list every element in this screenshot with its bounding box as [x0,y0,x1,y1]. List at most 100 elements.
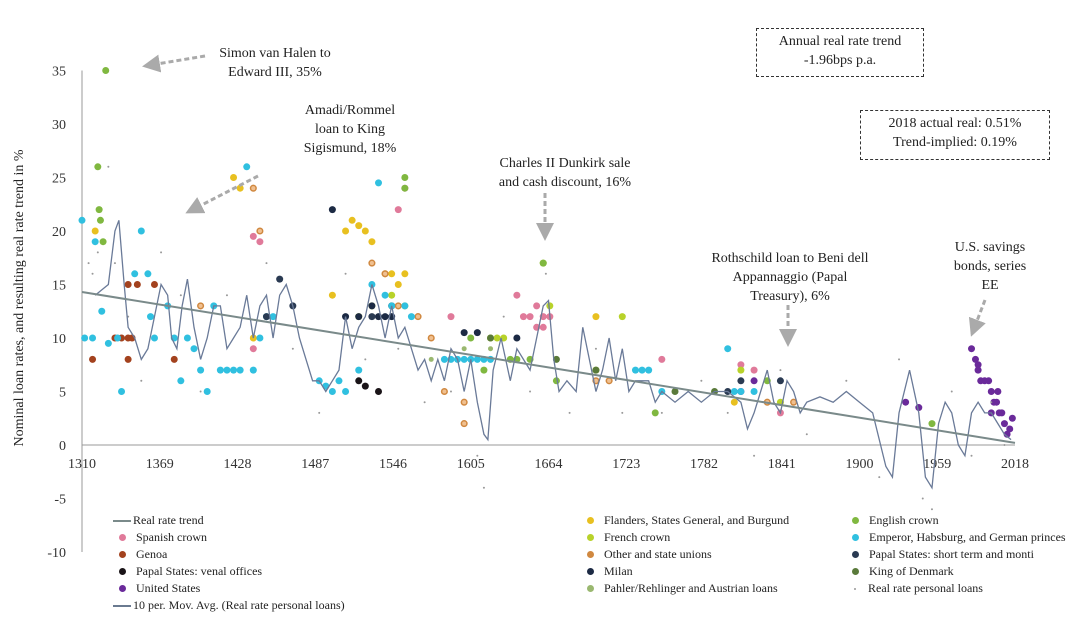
actual-real-box: 2018 actual real: 0.51% Trend-implied: 0.… [860,110,1050,160]
legend-item: Pahler/Rehlinger and Austrian loans [581,581,778,596]
data-point [488,346,494,352]
y-tick-label: 0 [59,439,66,454]
legend-line-swatch [113,519,131,522]
data-point [460,329,468,337]
data-point [878,476,881,479]
data-point [375,179,383,187]
data-point [291,347,294,350]
x-tick-label: 1310 [68,457,96,472]
legend-item: English crown [846,513,939,528]
legend-item: Flanders, States General, and Burgund [581,513,789,528]
data-point [401,184,409,192]
data-point [160,251,163,254]
legend-dot-swatch [587,585,594,592]
data-point [150,281,158,288]
data-point [91,227,99,235]
y-tick-label: 35 [52,65,66,80]
x-tick-label: 1782 [690,457,718,472]
data-point [473,329,481,337]
data-point [730,388,738,395]
data-point [950,390,953,393]
data-point [102,67,110,74]
data-point [96,216,104,224]
data-point [355,313,363,321]
legend-dot-swatch [119,551,126,558]
x-tick-label: 1546 [379,457,407,472]
data-point [519,313,527,321]
data-point [230,366,238,374]
data-point [368,313,376,321]
data-point [998,409,1006,417]
annotation-arrow [142,54,206,73]
data-point [170,355,178,363]
data-point [1000,420,1008,428]
data-point [730,398,738,406]
y-tick-label: -5 [54,493,66,508]
data-point [660,411,663,414]
annotation-arrow [185,174,259,214]
legend-label: French crown [604,530,671,544]
legend-label: Real rate personal loans [868,581,983,595]
data-point [256,227,264,235]
x-tick-label: 1428 [224,457,252,472]
legend-label: Pahler/Rehlinger and Austrian loans [604,581,778,595]
data-point [1006,425,1014,433]
annotation-amadi-rommel: Amadi/Rommel loan to King Sigismund, 18% [303,103,397,156]
data-point [985,377,993,385]
data-point [89,355,97,363]
data-point [487,334,495,342]
data-point [407,313,415,321]
data-point [1003,444,1006,446]
data-point [342,227,350,235]
data-point [328,206,336,214]
legend-item: Real rate personal loans [846,581,983,596]
legend-label: Real rate trend [133,513,204,527]
legend-dot-swatch [852,517,859,524]
data-point [225,294,228,297]
data-point [265,262,268,265]
data-point [994,388,1002,395]
data-point [750,377,758,385]
data-point [269,313,277,321]
data-point [526,313,534,321]
series-spanish-crown [249,184,784,417]
data-point [529,390,532,393]
data-point [355,377,363,385]
data-point [423,401,426,404]
x-tick-label: 1959 [923,457,951,472]
data-point [671,388,679,395]
legend-dot-swatch [587,568,594,575]
data-point [230,174,238,181]
data-point [921,497,924,500]
data-point [513,334,521,342]
trend-box: Annual real rate trend -1.96bps p.a. [756,28,924,77]
data-point [124,281,132,288]
legend-dot-swatch [587,517,594,524]
data-point [700,379,703,382]
data-point [216,366,224,374]
data-point [467,334,475,342]
data-point [638,366,646,374]
data-point [355,222,363,230]
data-point [203,388,211,395]
data-point [381,313,389,321]
legend-label: Flanders, States General, and Burgund [604,513,790,527]
legend-item: United States [113,581,200,596]
data-point [592,366,600,374]
data-point [81,334,89,342]
legend-item: 10 per. Mov. Avg. (Real rate personal lo… [113,598,345,613]
legend-item: Genoa [113,547,167,562]
data-point [150,334,158,342]
data-point [335,377,343,385]
data-point [737,388,745,395]
data-point [179,294,182,297]
data-point [91,272,94,275]
data-point [414,313,422,321]
data-point [970,454,973,457]
data-point [473,355,481,363]
data-point [546,302,554,310]
legend-label: Other and state unions [604,547,712,561]
series-emperor-habsburg-and-german-princes [78,163,758,395]
x-tick-label: 2018 [1001,457,1029,472]
